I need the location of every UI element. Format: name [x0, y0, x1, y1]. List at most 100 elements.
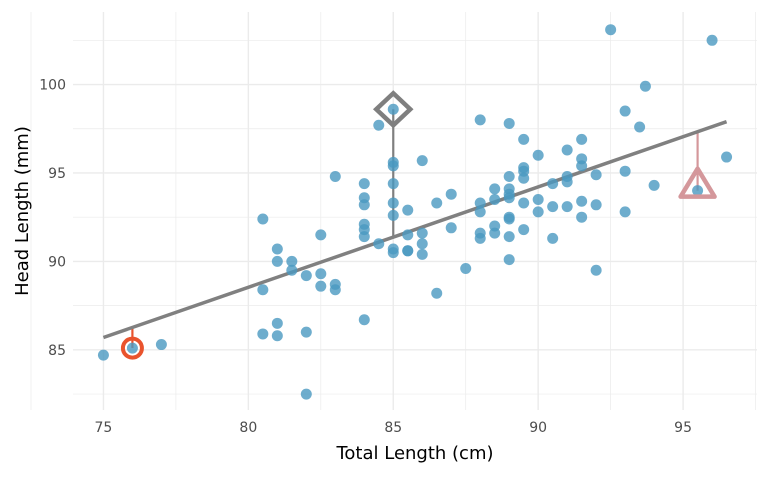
data-point [576, 211, 588, 223]
data-point [126, 342, 138, 354]
data-point [605, 24, 617, 36]
data-point [387, 247, 399, 259]
data-point [358, 199, 370, 211]
data-point [503, 192, 515, 204]
data-point [639, 80, 651, 92]
data-point [315, 268, 327, 280]
data-point [445, 188, 457, 200]
data-point [97, 349, 109, 361]
x-tick-label: 90 [529, 420, 547, 436]
y-axis-title: Head Length (mm) [12, 126, 33, 296]
data-point [648, 179, 660, 191]
data-point [358, 178, 370, 190]
data-point [286, 255, 298, 267]
data-point [315, 280, 327, 292]
data-point [402, 245, 414, 257]
data-point [634, 121, 646, 133]
data-point [387, 178, 399, 190]
data-point [518, 133, 530, 145]
highlight-markers [120, 90, 717, 360]
data-point [271, 243, 283, 255]
data-point [503, 171, 515, 183]
grid [30, 12, 757, 410]
y-tick-labels: 85 90 95 100 [39, 78, 66, 359]
data-point [474, 206, 486, 218]
data-point [518, 197, 530, 209]
data-point [590, 169, 602, 181]
y-tick-label: 90 [48, 254, 66, 270]
data-point [300, 326, 312, 338]
data-point [402, 204, 414, 216]
data-point [576, 160, 588, 172]
data-point [518, 172, 530, 184]
diamond-marker-icon [372, 90, 414, 129]
data-point [257, 328, 269, 340]
regression-line [102, 120, 728, 340]
data-point [576, 195, 588, 207]
data-point [315, 229, 327, 241]
data-point [431, 287, 443, 299]
data-point [547, 201, 559, 213]
data-point [721, 151, 733, 163]
data-point [474, 232, 486, 244]
data-point [619, 165, 631, 177]
data-point [329, 171, 341, 183]
data-point [692, 185, 704, 197]
data-point [257, 284, 269, 296]
data-point [416, 248, 428, 260]
data-point [387, 209, 399, 221]
data-point [373, 238, 385, 250]
data-point [590, 264, 602, 276]
data-point [416, 155, 428, 167]
data-point [416, 227, 428, 239]
x-tick-label: 75 [95, 420, 113, 436]
x-tick-label: 80 [239, 420, 257, 436]
x-tick-label: 85 [384, 420, 402, 436]
data-point [561, 144, 573, 156]
triangle-marker-icon [678, 166, 717, 199]
data-point [503, 254, 515, 266]
data-point [489, 194, 501, 206]
data-point [416, 238, 428, 250]
data-point [474, 197, 486, 209]
data-point [300, 388, 312, 400]
y-tick-label: 85 [48, 343, 66, 359]
data-point [286, 264, 298, 276]
data-point [547, 178, 559, 190]
data-point [518, 224, 530, 236]
data-point [155, 339, 167, 351]
data-point [358, 314, 370, 326]
data-point [503, 231, 515, 243]
data-point [358, 231, 370, 243]
data-point [257, 213, 269, 225]
data-point [561, 201, 573, 213]
data-point [532, 206, 544, 218]
data-point [561, 176, 573, 188]
data-point [387, 103, 399, 115]
data-point [271, 317, 283, 329]
data-point [402, 229, 414, 241]
data-point [445, 222, 457, 234]
data-point [431, 197, 443, 209]
data-point [590, 199, 602, 211]
data-point [547, 232, 559, 244]
data-point [387, 197, 399, 209]
data-point [532, 194, 544, 206]
data-point [619, 105, 631, 117]
data-point [271, 330, 283, 342]
data-point [619, 206, 631, 218]
data-point [489, 183, 501, 195]
data-point [387, 160, 399, 172]
data-point [460, 262, 472, 274]
x-tick-labels: 75 80 85 90 95 [95, 420, 692, 436]
circle-marker-icon [120, 336, 144, 360]
data-point [532, 149, 544, 161]
data-point [503, 213, 515, 225]
data-point [373, 119, 385, 131]
data-point [503, 117, 515, 129]
x-axis-title: Total Length (cm) [335, 443, 493, 464]
data-point [271, 255, 283, 267]
data-point [489, 227, 501, 239]
data-point [706, 34, 718, 46]
x-tick-label: 95 [674, 420, 692, 436]
